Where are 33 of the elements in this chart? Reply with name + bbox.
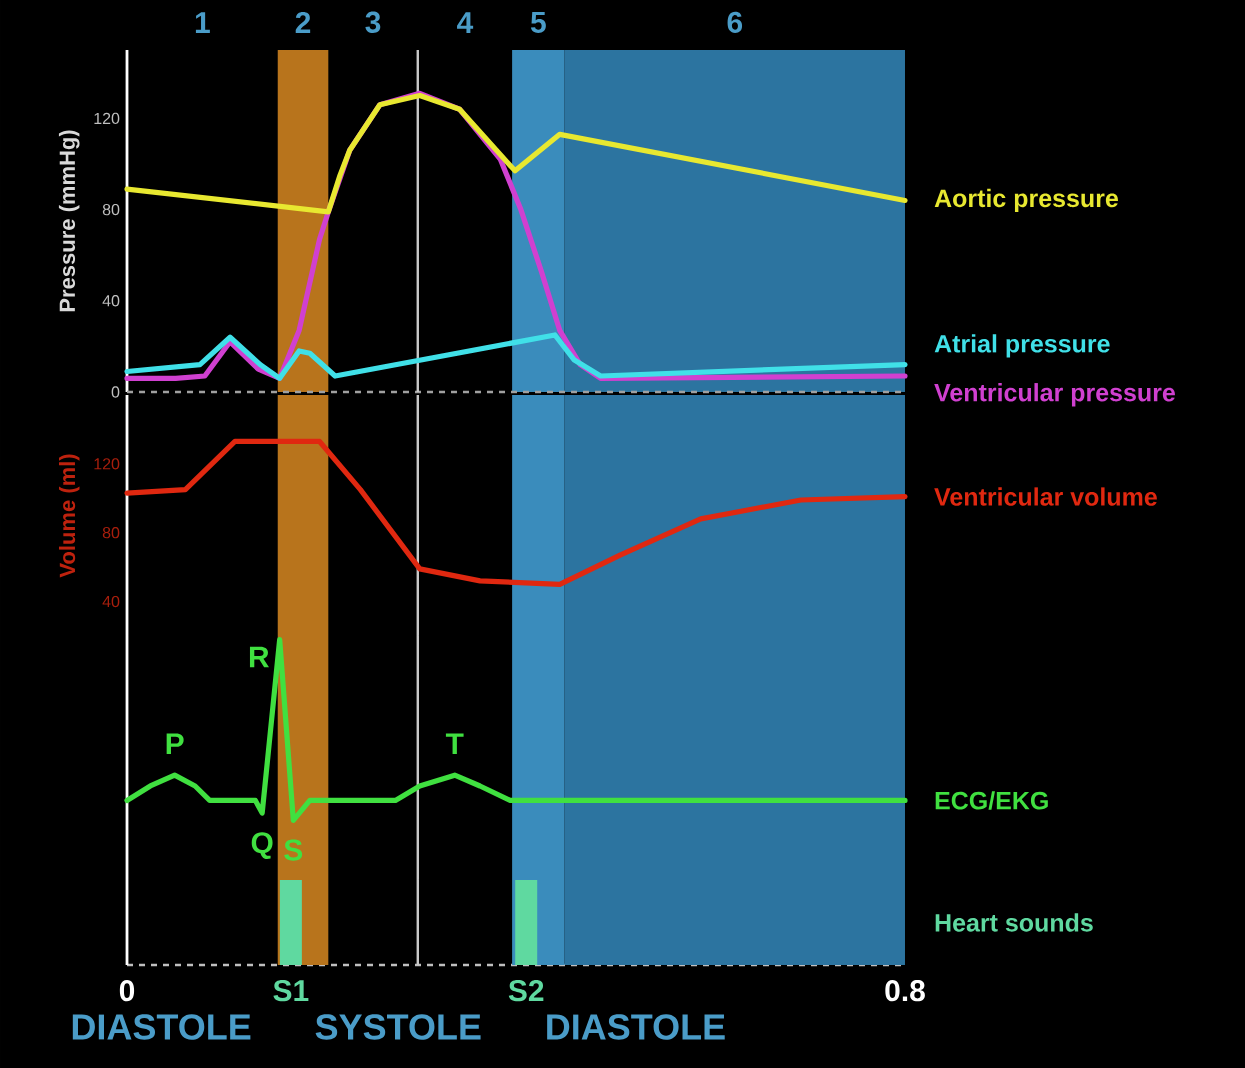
y-axis-title: Volume (ml)	[59, 454, 80, 578]
text: 2	[295, 11, 311, 33]
text: 5	[530, 11, 546, 33]
annotation: Q	[251, 832, 273, 860]
y-tick-label: 80	[102, 527, 120, 539]
x-tick-label: 0	[119, 980, 135, 1002]
annotation: T	[445, 733, 464, 755]
text: 4	[457, 12, 474, 33]
y-tick-label: 40	[102, 295, 120, 307]
text: 3	[365, 11, 381, 33]
x-tick-label: S1	[273, 980, 309, 1002]
series-label: Aortic pressure	[934, 188, 1118, 213]
y-axis-title: Pressure (mmHg)	[58, 130, 80, 312]
annotation: P	[166, 733, 184, 755]
series-label: ECG/EKG	[935, 791, 1048, 810]
series-label: Ventricular pressure	[934, 383, 1175, 407]
text: DIASTOLE	[547, 1014, 725, 1040]
y-tick-label: 120	[94, 112, 120, 125]
annotation: R	[249, 646, 269, 668]
annotation: S	[284, 839, 303, 861]
series-label: Ventricular volume	[934, 487, 1157, 506]
y-tick-label: 0	[111, 386, 120, 398]
text: Heart sounds	[935, 913, 1093, 932]
text: 6	[727, 11, 743, 33]
text: SYSTOLE	[315, 1014, 481, 1040]
y-tick-label: 40	[102, 595, 120, 608]
y-tick-label: 120	[94, 458, 120, 470]
y-tick-label: 80	[102, 203, 120, 216]
series-label: Atrial pressure	[934, 334, 1110, 358]
x-tick-label: S2	[508, 980, 544, 1002]
text: 1	[195, 12, 210, 33]
x-tick-label: 0.8	[885, 980, 925, 1002]
text: DIASTOLE	[72, 1014, 251, 1040]
